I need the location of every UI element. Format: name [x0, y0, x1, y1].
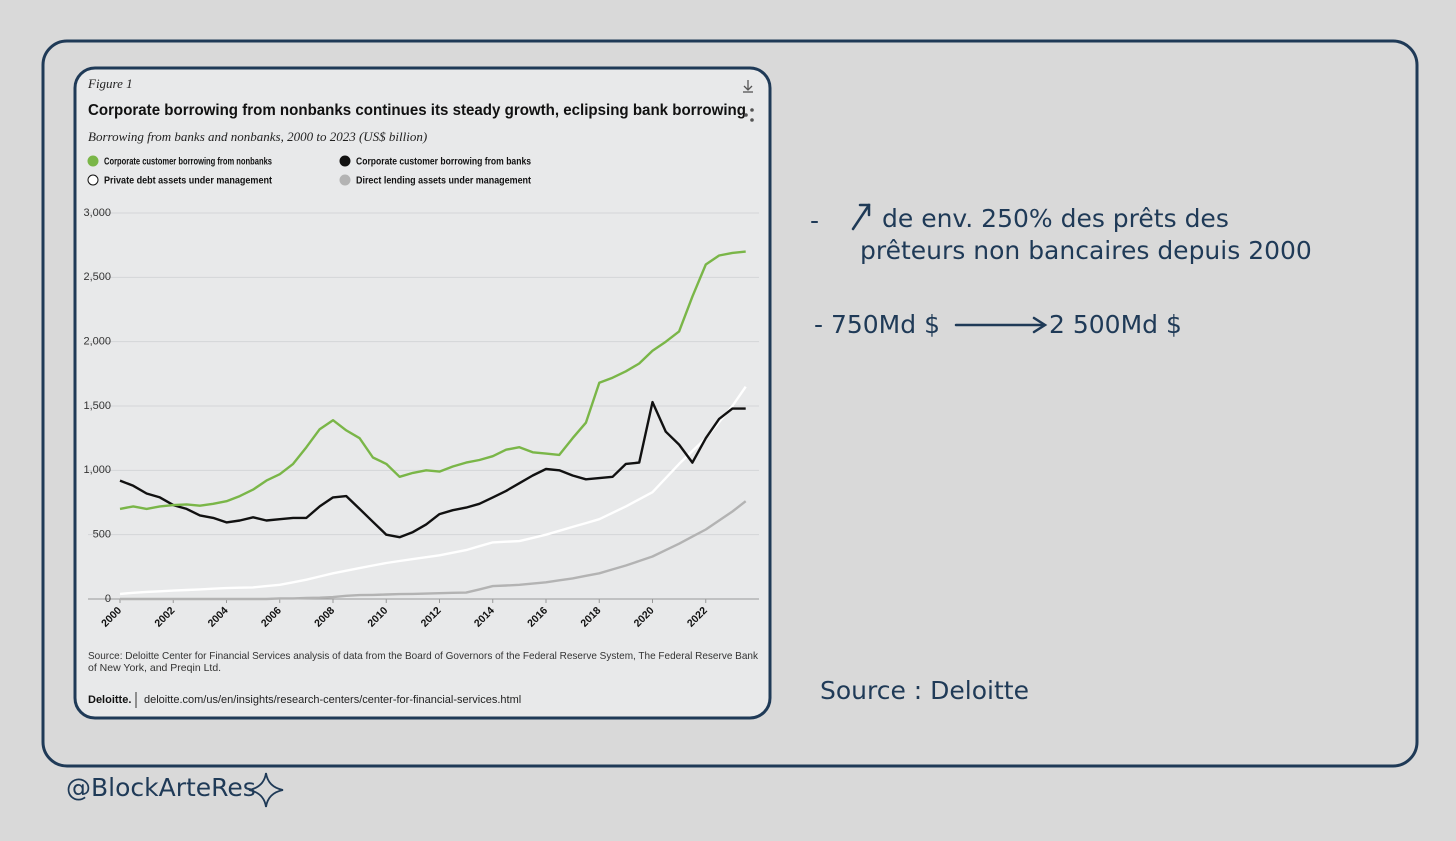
chart-subtitle: Borrowing from banks and nonbanks, 2000 … [88, 129, 427, 144]
chart-card [73, 66, 772, 720]
note-text: prêteurs non bancaires depuis 2000 [860, 236, 1312, 265]
legend-label: Private debt assets under management [104, 176, 273, 187]
source-text: of New York, and Preqin Ltd. [88, 662, 221, 674]
note-text: - 750Md $ [814, 310, 940, 339]
series-line [119, 250, 746, 511]
legend-marker [87, 155, 99, 167]
share-icon[interactable] [744, 108, 754, 122]
y-tick-label: 1,000 [83, 464, 111, 476]
note-text: de env. 250% des prêts des [882, 204, 1229, 233]
y-tick-label: 1,500 [83, 400, 111, 412]
download-icon[interactable] [743, 80, 753, 93]
y-tick-label: 2,500 [83, 271, 111, 283]
note-text: 2 500Md $ [1049, 310, 1182, 339]
figure-label: Figure 1 [87, 76, 133, 91]
legend-label: Direct lending assets under management [356, 176, 532, 187]
chart-title: Corporate borrowing from nonbanks contin… [88, 102, 746, 119]
up-arrow [851, 203, 871, 231]
y-tick-label: 2,000 [83, 336, 111, 348]
handle: @BlockArteRes [66, 773, 256, 802]
right-arrow [954, 316, 1048, 334]
legend-marker [339, 155, 351, 167]
url[interactable]: deloitte.com/us/en/insights/research-cen… [144, 694, 521, 706]
series-line [119, 386, 747, 596]
y-tick-label: 3,000 [83, 207, 111, 219]
legend-marker [87, 174, 99, 186]
legend-marker [339, 174, 351, 186]
y-tick-label: 500 [93, 529, 111, 541]
y-tick-label: 0 [105, 593, 111, 605]
note-source: Source : Deloitte [820, 676, 1029, 705]
legend-label: Corporate customer borrowing from nonban… [104, 157, 272, 168]
bullet-dash: - [810, 206, 819, 235]
outer-frame [41, 39, 1419, 768]
brand: Deloitte. [88, 694, 131, 706]
series-line [119, 400, 746, 539]
sparkle-icon [248, 772, 284, 808]
series-line [120, 500, 747, 601]
legend-label: Corporate customer borrowing from banks [356, 157, 531, 168]
source-text: Source: Deloitte Center for Financial Se… [88, 650, 759, 662]
